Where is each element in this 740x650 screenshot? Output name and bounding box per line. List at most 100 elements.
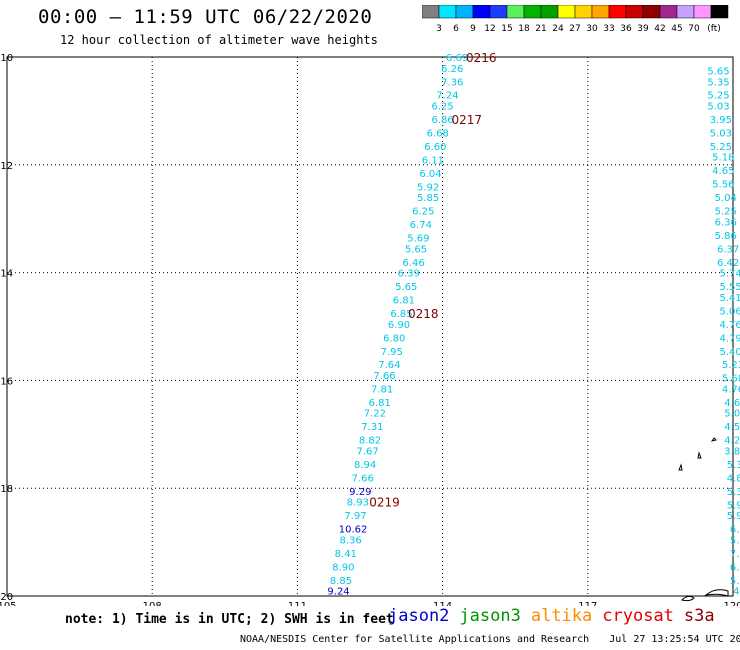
x-tick-label: 111 bbox=[288, 601, 307, 606]
time-label: 0217 bbox=[452, 113, 483, 127]
swh-value-track-b: 5.25 bbox=[715, 207, 737, 218]
scale-tick-label: 42 bbox=[654, 24, 665, 34]
timestamp-text: Jul 27 13:25:54 UTC 2020 bbox=[609, 634, 740, 645]
scale-tick-label: 3 bbox=[436, 24, 442, 34]
swh-value-track-b: 6.0 bbox=[730, 525, 740, 536]
swh-value-track-b: 5.04 bbox=[715, 193, 737, 204]
y-tick-label: -10 bbox=[0, 53, 13, 64]
swh-value-track-a: 8.41 bbox=[335, 549, 357, 560]
swh-value-track-a: 7.36 bbox=[441, 77, 463, 88]
swh-value-track-a: 6.85 bbox=[390, 309, 412, 320]
swh-value-track-b: 4.25 bbox=[724, 436, 740, 447]
wave-height-map: 105 108 111 114 117 120 -10 -12 -14 -16 -18 -20 6.69… bbox=[0, 51, 740, 606]
swh-value-track-a: 6.25 bbox=[412, 207, 434, 218]
swh-value-track-a: 7.66 bbox=[352, 473, 374, 484]
swh-value-track-b: 7.1 bbox=[730, 549, 740, 560]
scale-tick-label: 39 bbox=[637, 24, 649, 34]
scale-tick-label: 36 bbox=[620, 24, 632, 34]
swh-value-track-a: 8.82 bbox=[359, 436, 381, 447]
swh-value-track-a: 6.39 bbox=[398, 269, 420, 280]
scale-tick-label: 15 bbox=[501, 24, 512, 34]
swh-value-track-a: 5.85 bbox=[417, 193, 439, 204]
scale-tick-label: 18 bbox=[518, 24, 530, 34]
swh-value-track-b: 5.55 bbox=[719, 282, 740, 293]
swh-value-track-a: 7.97 bbox=[344, 511, 366, 522]
scale-tick-label: 6 bbox=[453, 24, 459, 34]
swh-value-track-b: 5.40 bbox=[719, 347, 740, 358]
page-title: 00:00 – 11:59 UTC 06/22/2020 bbox=[38, 6, 373, 28]
swh-value-track-a: 7.95 bbox=[381, 347, 403, 358]
swh-value-track-b: 4.76 bbox=[722, 384, 740, 395]
swh-value-track-a: 6.81 bbox=[393, 296, 415, 307]
swh-value-track-a: 7.81 bbox=[371, 384, 393, 395]
y-tick-label: -14 bbox=[0, 269, 13, 280]
swh-value-track-b: 5.36 bbox=[727, 460, 740, 471]
swh-value-track-a: 7.31 bbox=[361, 422, 383, 433]
scale-tick-label: 24 bbox=[552, 24, 564, 34]
page-subtitle: 12 hour collection of altimeter wave hei… bbox=[60, 33, 378, 47]
swh-value-track-a: 6.04 bbox=[419, 169, 441, 180]
swh-value-track-b: 5.86 bbox=[715, 231, 737, 242]
scale-tick-label: 21 bbox=[535, 24, 546, 34]
swh-value-track-a: 5.65 bbox=[395, 282, 417, 293]
swh-value-track-a: 7.66 bbox=[373, 371, 395, 382]
coastline-outline bbox=[681, 595, 695, 602]
swh-value-track-a: 6.11 bbox=[422, 155, 444, 166]
x-tick-label: 114 bbox=[433, 601, 452, 606]
swh-value-track-a: 10.62 bbox=[339, 525, 368, 536]
satellite-name: altika bbox=[530, 606, 593, 626]
swh-value-track-b: 6.37 bbox=[717, 244, 739, 255]
swh-value-track-a: 6.81 bbox=[369, 398, 391, 409]
swh-value-track-b: 5.90 bbox=[727, 500, 740, 511]
swh-value-track-a: 6.90 bbox=[388, 320, 410, 331]
swh-value-track-b: 4.65 bbox=[712, 166, 734, 177]
swh-value-track-a: 6.68 bbox=[427, 128, 449, 139]
swh-value-track-a: 6.80 bbox=[383, 333, 405, 344]
swh-value-track-b: 4.89 bbox=[727, 473, 740, 484]
y-tick-label: -16 bbox=[0, 376, 13, 387]
color-scale-legend: 3 6 9 12 15 18 21 24 27 30 33 36 39 42 45 70 (ft) bbox=[422, 5, 729, 34]
swh-value-track-b: 4.76 bbox=[719, 320, 740, 331]
swh-value-track-a: 5.92 bbox=[417, 182, 439, 193]
x-tick-label: 117 bbox=[578, 601, 597, 606]
swh-value-track-a: 9.24 bbox=[327, 587, 349, 598]
scale-tick-label: 33 bbox=[603, 24, 614, 34]
x-tick-label: 120 bbox=[723, 601, 740, 606]
swh-value-track-b: 5.05 bbox=[724, 409, 740, 420]
swh-value-track-a: 7.64 bbox=[378, 360, 400, 371]
y-tick-label: -18 bbox=[0, 484, 13, 495]
swh-value-track-b: 6.36 bbox=[715, 217, 737, 228]
swh-value-track-a: 6.74 bbox=[410, 220, 432, 231]
swh-value-track-b: 5.34 bbox=[727, 487, 740, 498]
swh-value-track-b: 5.74 bbox=[719, 269, 740, 280]
swh-value-track-a: 9.29 bbox=[349, 487, 371, 498]
swh-value-track-b: 5.68 bbox=[722, 374, 740, 385]
swh-value-track-b: 4.52 bbox=[724, 422, 740, 433]
swh-value-track-b: 5.18 bbox=[712, 153, 734, 164]
footer-note: note: 1) Time is in UTC; 2) SWH is in fe… bbox=[65, 612, 394, 627]
swh-value-track-b: 3.95 bbox=[710, 115, 732, 126]
swh-value-track-b: 6.42 bbox=[717, 258, 739, 269]
satellite-name: jason2 bbox=[388, 606, 450, 626]
swh-value-track-b: 5.6 bbox=[730, 576, 740, 587]
swh-value-track-a: 6.46 bbox=[402, 258, 424, 269]
swh-value-track-a: 8.36 bbox=[340, 535, 362, 546]
swh-value-track-a: 6.25 bbox=[431, 102, 453, 113]
swh-value-track-a: 5.65 bbox=[405, 244, 427, 255]
time-label: 0219 bbox=[369, 496, 400, 510]
map-frame bbox=[6, 56, 734, 597]
swh-value-track-b: 5.41 bbox=[719, 293, 740, 304]
scale-tick-label: 45 bbox=[671, 24, 682, 34]
swh-value-track-b: 3.85 bbox=[724, 446, 740, 457]
swh-value-track-a: 5.69 bbox=[407, 234, 429, 245]
swh-value-track-a: 8.94 bbox=[354, 460, 376, 471]
swh-value-track-a: 6.26 bbox=[441, 64, 463, 75]
swh-value-track-a: 8.85 bbox=[330, 576, 352, 587]
satellite-name: s3a bbox=[683, 606, 715, 626]
scale-tick-label: 70 bbox=[688, 24, 700, 34]
swh-value-track-b: 5.25 bbox=[707, 91, 729, 102]
y-tick-label: -12 bbox=[0, 161, 13, 172]
scale-unit-label: (ft) bbox=[707, 24, 721, 34]
time-label: 0216 bbox=[466, 51, 497, 65]
footer-credit-line: NOAA/NESDIS Center for Satellite Applica… bbox=[240, 634, 740, 645]
